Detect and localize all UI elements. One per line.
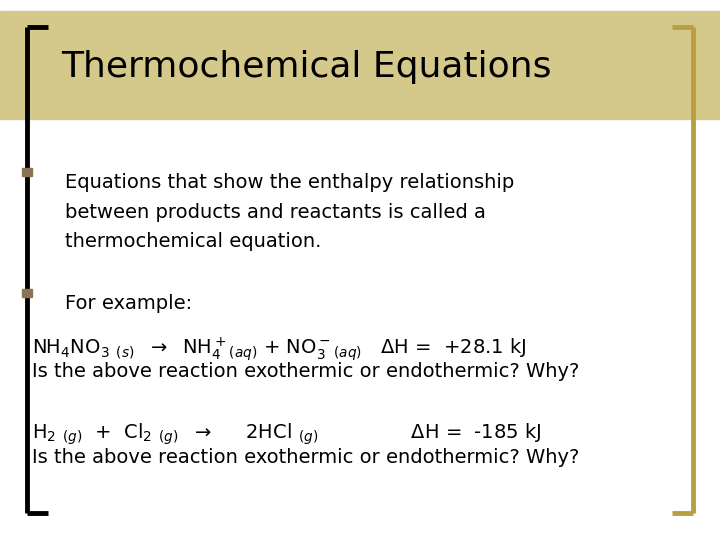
Text: For example:: For example: (65, 294, 192, 313)
Text: between products and reactants is called a: between products and reactants is called… (65, 202, 486, 221)
Text: Equations that show the enthalpy relationship: Equations that show the enthalpy relatio… (65, 173, 514, 192)
Text: H$_2$ $_{(g)}$  +  Cl$_2$ $_{(g)}$  $\rightarrow$     2HCl $_{(g)}$             : H$_2$ $_{(g)}$ + Cl$_2$ $_{(g)}$ $\right… (32, 421, 541, 447)
Bar (22, 289, 32, 297)
Text: Thermochemical Equations: Thermochemical Equations (61, 51, 552, 84)
Bar (0, 11, 720, 119)
Text: thermochemical equation.: thermochemical equation. (65, 232, 321, 251)
Text: Is the above reaction exothermic or endothermic? Why?: Is the above reaction exothermic or endo… (32, 362, 580, 381)
Bar (22, 168, 32, 176)
Text: Is the above reaction exothermic or endothermic? Why?: Is the above reaction exothermic or endo… (32, 448, 580, 467)
Text: NH$_4$NO$_3$ $_{(s)}$  $\rightarrow$  NH$_4^+$$_{(aq)}$ + NO$_3^-$$_{(aq)}$   $\: NH$_4$NO$_3$ $_{(s)}$ $\rightarrow$ NH$_… (32, 335, 527, 362)
